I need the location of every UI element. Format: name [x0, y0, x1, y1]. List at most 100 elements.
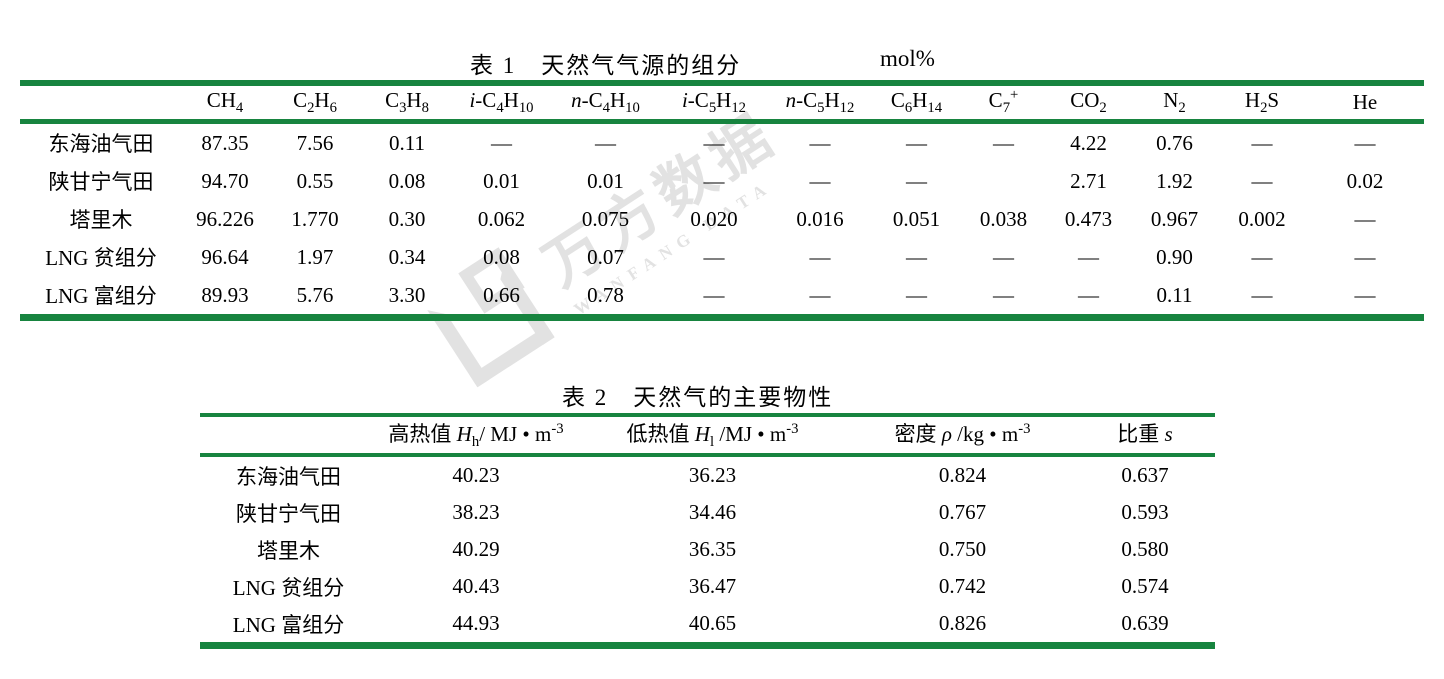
table-row: LNG 贫组分 40.43 36.47 0.742 0.574	[200, 568, 1215, 605]
table-row: 陕甘宁气田 38.23 34.46 0.767 0.593	[200, 494, 1215, 531]
cell: 0.08	[388, 168, 426, 193]
cell: 0.767	[938, 500, 987, 524]
row-label: 塔里木	[257, 538, 320, 563]
cell: 40.65	[688, 611, 737, 635]
cell: 0.34	[388, 244, 426, 269]
table-row: 东海油气田 40.23 36.23 0.824 0.637	[200, 455, 1215, 494]
cell: 0.002	[1238, 206, 1286, 231]
table1-col-header: C2H6	[293, 87, 337, 117]
table2-header-row: 高热值 Hh/ MJ • m-3 低热值 Hl /MJ • m-3 密度 ρ /…	[200, 415, 1215, 455]
row-label: LNG 贫组分	[45, 246, 157, 270]
cell: —	[703, 168, 725, 193]
cell: 40.43	[452, 574, 500, 598]
row-label: LNG 贫组分	[232, 575, 345, 600]
cell: 2.71	[1070, 168, 1107, 193]
table1-col-header: CH4	[206, 87, 244, 117]
table2-corner-cell	[200, 415, 377, 455]
cell: 44.93	[452, 611, 500, 635]
cell: 0.66	[483, 282, 520, 307]
cell: —	[993, 282, 1014, 307]
cell: 36.47	[688, 574, 737, 598]
table1-col-header: C3H8	[385, 87, 429, 117]
cell: —	[1251, 282, 1273, 307]
row-label: 塔里木	[69, 208, 133, 232]
cell: —	[1251, 244, 1273, 269]
table1-col-header: CO2	[1070, 87, 1107, 117]
cell: 0.020	[690, 206, 738, 231]
table1-title: 表 1 天然气气源的组分	[470, 53, 742, 78]
row-label: LNG 富组分	[232, 612, 345, 637]
cell: —	[809, 244, 831, 269]
row-label: 东海油气田	[48, 132, 154, 156]
cell: 0.08	[483, 244, 520, 269]
table-row: 东海油气田 87.35 7.56 0.11 — — — — — — 4.22 0.76 — —	[20, 122, 1424, 163]
cell: 0.473	[1064, 206, 1113, 231]
cell: 5.76	[296, 282, 334, 307]
cell: —	[1354, 130, 1376, 155]
cell: 0.78	[587, 282, 624, 307]
table2-title: 表 2 天然气的主要物性	[562, 385, 834, 410]
cell: 0.01	[483, 168, 520, 193]
table2: 高热值 Hh/ MJ • m-3 低热值 Hl /MJ • m-3 密度 ρ /…	[200, 413, 1215, 649]
cell: 0.075	[581, 206, 630, 231]
cell: —	[703, 130, 725, 155]
table2-section: 表 2 天然气的主要物性 高热值 Hh/ MJ • m-3 低热值 Hl /MJ…	[200, 376, 1215, 649]
table1-col-header: n-C5H12	[785, 87, 855, 117]
cell: —	[906, 282, 927, 307]
table-row: LNG 富组分 89.93 5.76 3.30 0.66 0.78 — — — — — 0.11 — —	[20, 276, 1424, 318]
cell: —	[1078, 282, 1099, 307]
cell: 0.826	[938, 611, 987, 635]
cell: —	[703, 282, 725, 307]
table-row: LNG 富组分 44.93 40.65 0.826 0.639	[200, 605, 1215, 646]
cell: 0.55	[296, 168, 334, 193]
cell: 0.824	[938, 463, 987, 487]
cell: 89.93	[201, 282, 249, 307]
cell: —	[595, 130, 616, 155]
table1-header-row: CH4 C2H6 C3H8 i-C4H10 n-C4H10 i-C5H12 n-…	[20, 83, 1424, 122]
cell: —	[809, 168, 831, 193]
cell: 0.574	[1121, 574, 1169, 598]
cell: —	[809, 130, 831, 155]
cell: 36.35	[688, 537, 737, 561]
cell: —	[1354, 282, 1376, 307]
cell: 0.062	[477, 206, 526, 231]
table1-caption: 表 1 天然气气源的组分 mol%	[20, 44, 1424, 80]
cell: 0.07	[587, 244, 624, 269]
table1: CH4 C2H6 C3H8 i-C4H10 n-C4H10 i-C5H12 n-…	[20, 80, 1424, 321]
cell: —	[809, 282, 831, 307]
cell: 0.051	[892, 206, 941, 231]
cell: 0.639	[1121, 611, 1169, 635]
cell: 0.76	[1156, 130, 1193, 155]
cell: 0.30	[388, 206, 426, 231]
cell: —	[906, 168, 927, 193]
table1-corner-cell	[20, 83, 182, 122]
cell: —	[703, 244, 725, 269]
table2-col-header: 密度 ρ /kg • m-3	[894, 421, 1031, 447]
cell: 0.580	[1121, 537, 1169, 561]
cell: —	[906, 244, 927, 269]
cell: —	[1251, 130, 1273, 155]
cell: 7.56	[296, 130, 334, 155]
table1-col-header: He	[1352, 90, 1378, 114]
cell: 1.92	[1156, 168, 1193, 193]
cell: 0.11	[1156, 282, 1193, 307]
table1-col-header: i-C5H12	[681, 87, 747, 117]
cell: 0.02	[1346, 168, 1384, 193]
cell: —	[1354, 206, 1376, 231]
row-label: 东海油气田	[236, 464, 341, 489]
cell: 1.770	[291, 206, 339, 231]
cell: —	[1078, 244, 1099, 269]
table2-col-header: 高热值 Hh/ MJ • m-3	[388, 421, 564, 451]
table-row: 塔里木 96.226 1.770 0.30 0.062 0.075 0.020 0.016 0.…	[20, 200, 1424, 238]
table1-col-header: i-C4H10	[469, 87, 534, 117]
cell: 96.226	[196, 206, 254, 231]
cell: 36.23	[688, 463, 737, 487]
cell: 94.70	[201, 168, 249, 193]
cell: 87.35	[201, 130, 249, 155]
cell: —	[1251, 168, 1273, 193]
cell: 3.30	[388, 282, 426, 307]
table1-col-header: C6H14	[890, 87, 943, 117]
cell: —	[993, 130, 1014, 155]
table2-col-header: 低热值 Hl /MJ • m-3	[626, 421, 799, 451]
cell: 0.637	[1121, 463, 1169, 487]
